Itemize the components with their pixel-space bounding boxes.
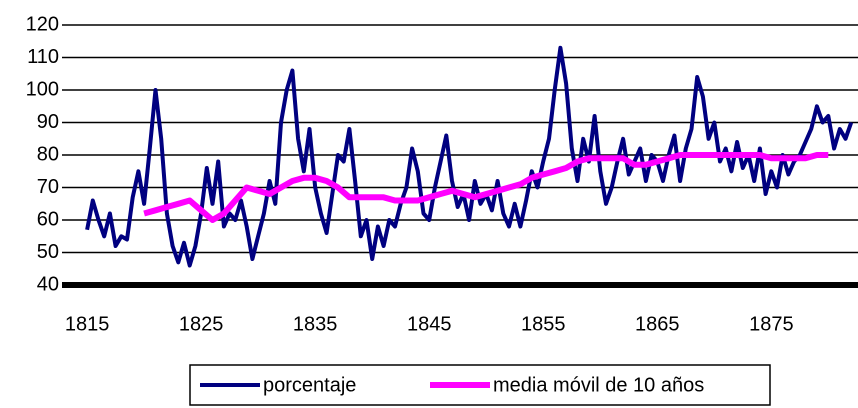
y-tick-label: 80 [37,143,59,165]
y-tick-label: 40 [37,273,59,295]
y-tick-label: 70 [37,176,59,198]
y-tick-label: 50 [37,241,59,263]
y-tick-label: 100 [26,78,59,100]
x-tick-label: 1865 [635,313,680,335]
x-tick-label: 1835 [293,313,338,335]
x-tick-label: 1815 [65,313,110,335]
x-tick-label: 1825 [179,313,224,335]
x-tick-label: 1875 [749,313,794,335]
y-tick-label: 120 [26,13,59,35]
series-line [143,152,829,223]
legend-label: porcentaje [263,374,356,396]
y-tick-label: 60 [37,208,59,230]
x-tick-label: 1845 [407,313,452,335]
x-tick-label: 1855 [521,313,566,335]
y-tick-label: 110 [27,46,59,68]
legend-label: media móvil de 10 años [493,374,704,396]
y-tick-label: 90 [37,111,59,133]
